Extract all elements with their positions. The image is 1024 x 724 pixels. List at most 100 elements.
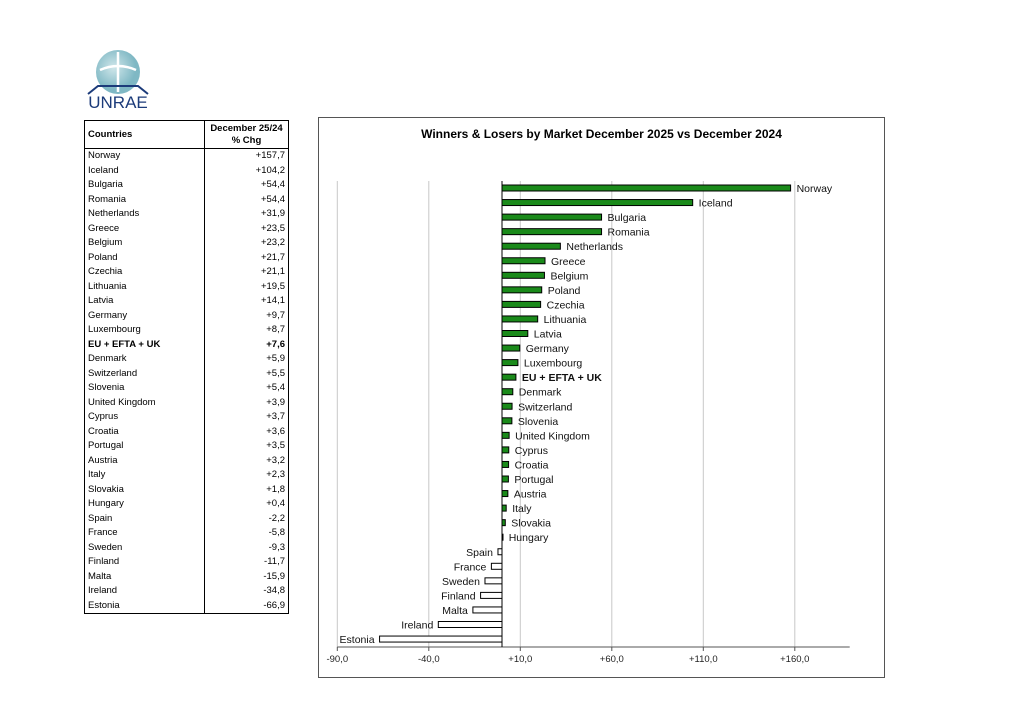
country-cell: France — [84, 526, 205, 541]
x-tick-label: +160,0 — [780, 654, 809, 665]
col-header-change-line1: December 25/24 — [210, 122, 283, 134]
country-cell: Czechia — [84, 265, 205, 280]
table-row: Estonia -66,9 — [84, 598, 289, 614]
country-cell: Luxembourg — [84, 323, 205, 338]
table-row: Netherlands +31,9 — [84, 207, 289, 222]
table-row: Sweden -9,3 — [84, 540, 289, 555]
change-cell: +54,4 — [260, 193, 285, 205]
country-cell: Romania — [84, 192, 205, 207]
country-cell: EU + EFTA + UK — [84, 337, 205, 352]
change-cell: +104,2 — [255, 164, 285, 176]
country-cell: Spain — [84, 511, 205, 526]
bar — [501, 460, 510, 468]
country-cell: Hungary — [84, 497, 205, 512]
bar-label: Sweden — [442, 576, 480, 588]
country-cell: Germany — [84, 308, 205, 323]
bar — [472, 606, 503, 614]
bar-label: Spain — [466, 547, 493, 559]
country-cell: Greece — [84, 221, 205, 236]
bar-label: Luxembourg — [524, 358, 583, 370]
change-cell: +3,5 — [266, 440, 285, 451]
bar — [501, 199, 694, 207]
table-row: Hungary +0,4 — [84, 497, 289, 512]
bar-label: Lithuania — [544, 314, 587, 326]
table-row: Cyprus +3,7 — [84, 410, 289, 425]
bar-label: Poland — [548, 285, 581, 297]
country-cell: Malta — [84, 569, 205, 584]
country-cell: Iceland — [84, 163, 205, 178]
bar-label: Bulgaria — [608, 212, 647, 224]
winners-losers-chart: -90,0 -40,0 +10,0 +60,0 +110,0 +160,0 Norway Ic… — [318, 117, 885, 678]
change-cell: -9,3 — [268, 541, 285, 553]
country-cell: Croatia — [84, 424, 205, 439]
bar — [379, 635, 503, 643]
change-cell: +3,7 — [266, 411, 285, 422]
bar-label: Switzerland — [518, 401, 572, 413]
change-cell: +5,5 — [266, 367, 285, 379]
change-cell: +1,8 — [266, 483, 285, 495]
change-cell: +3,9 — [266, 396, 285, 408]
country-cell: Bulgaria — [84, 178, 205, 193]
change-cell: -15,9 — [263, 570, 285, 582]
table-row: Switzerland +5,5 — [84, 366, 289, 381]
table-row: Norway +157,7 — [84, 148, 289, 164]
bar-label: Czechia — [547, 299, 585, 311]
table-row: United Kingdom +3,9 — [84, 395, 289, 410]
table-row: Slovenia +5,4 — [84, 381, 289, 396]
change-cell: +2,3 — [266, 469, 285, 480]
bar — [497, 548, 503, 556]
bar-label: Estonia — [340, 634, 375, 646]
bar — [480, 591, 503, 599]
country-cell: United Kingdom — [84, 395, 205, 410]
change-cell: +8,7 — [266, 324, 285, 335]
x-tick-label: +10,0 — [508, 654, 532, 665]
bar-label: Denmark — [519, 387, 562, 399]
bar — [501, 519, 506, 527]
table-row: Malta -15,9 — [84, 569, 289, 584]
chart-plot: -90,0 -40,0 +10,0 +60,0 +110,0 +160,0 Norway Ic… — [326, 181, 850, 665]
change-cell: +0,4 — [266, 498, 285, 509]
country-cell: Lithuania — [84, 279, 205, 294]
country-cell: Denmark — [84, 352, 205, 367]
bar — [501, 344, 521, 352]
change-cell: -5,8 — [268, 527, 285, 538]
country-cell: Estonia — [84, 598, 205, 614]
table-row: Italy +2,3 — [84, 468, 289, 483]
bar — [501, 504, 507, 512]
bar — [437, 621, 503, 628]
bar-label: Hungary — [509, 532, 549, 544]
change-cell: +3,2 — [266, 454, 285, 466]
change-cell: +3,6 — [266, 425, 285, 437]
table-row: Finland -11,7 — [84, 555, 289, 570]
chart-title: Winners & Losers by Market December 2025… — [421, 127, 782, 141]
bar — [501, 330, 529, 337]
country-cell: Norway — [84, 148, 205, 164]
bar — [501, 373, 517, 381]
bar — [501, 286, 543, 294]
change-cell: +31,9 — [260, 208, 285, 219]
change-cell: +54,4 — [260, 179, 285, 190]
table-row: Lithuania +19,5 — [84, 279, 289, 294]
bar-label: Portugal — [514, 474, 553, 486]
change-cell: -66,9 — [263, 599, 285, 611]
country-cell: Belgium — [84, 236, 205, 251]
bar-label: Italy — [512, 503, 532, 515]
table-row: Slovakia +1,8 — [84, 482, 289, 497]
country-cell: Netherlands — [84, 207, 205, 222]
table-row: Denmark +5,9 — [84, 352, 289, 367]
table-row: Germany +9,7 — [84, 308, 289, 323]
bar-label: Netherlands — [566, 241, 623, 253]
bar-label: Iceland — [699, 198, 733, 210]
unrae-logo: UNRAE — [87, 50, 149, 110]
change-cell: -34,8 — [263, 585, 285, 596]
change-cell: +23,5 — [260, 222, 285, 234]
change-cell: +21,7 — [260, 251, 285, 263]
x-tick-label: -90,0 — [326, 654, 348, 665]
country-cell: Cyprus — [84, 410, 205, 425]
bar — [501, 315, 539, 323]
bar — [501, 417, 513, 425]
table-row: Poland +21,7 — [84, 250, 289, 265]
change-cell: +7,6 — [266, 338, 285, 350]
country-cell: Ireland — [84, 584, 205, 599]
bar — [501, 271, 545, 279]
